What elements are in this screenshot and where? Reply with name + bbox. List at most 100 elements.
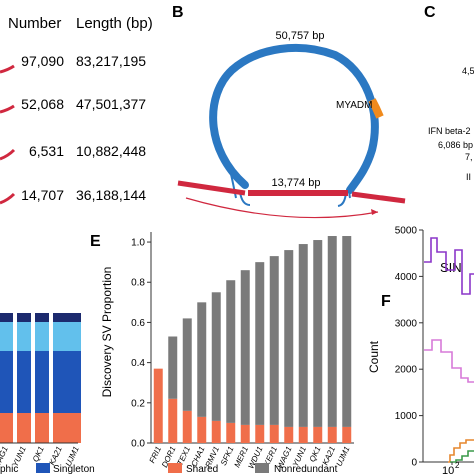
panel-f-y-tick-label: 5000 [395,226,418,237]
panel-e-chart: E Discovery SV Proportion 0.00.20.40.60.… [90,232,354,474]
panel-c-fragments: C 4,5 IFN beta-2 6,086 bp 7, II [424,4,474,182]
panel-f-y-axis-title: Count [367,340,381,373]
panel-d-bar-light [35,322,49,351]
left-connector [229,169,237,199]
bar-shared-tex1 [182,410,192,443]
orange-histogram-line [448,439,474,463]
panel-d-bar-top [0,313,13,322]
panel-a-table: Number Length (bp) 97,090 83,217,195 52,… [0,15,153,205]
myadm-gene-segment [368,98,384,119]
panel-f-y-tick-label: 1000 [395,411,418,422]
bar-shared-cha1 [197,416,207,443]
bar-shared-wdu1 [255,424,265,443]
bar-nonredundant-tex1 [182,318,192,411]
bar-nonredundant-ka21 [327,236,337,427]
panel-d-bar-light [0,322,13,351]
panel-d-legend-swatch-singleton [36,463,50,473]
panel-d-bars [0,313,81,443]
row-3-number: 6,531 [29,143,64,159]
panel-e-bars [153,236,352,443]
panel-d-bar-top [67,313,81,322]
bar-shared-wag1 [284,426,294,443]
bar-nonredundant-wdu1 [255,262,265,425]
panel-f-y-tick-label: 3000 [395,318,418,329]
row-4-number: 14,707 [21,187,64,203]
bar-nonredundant-dor1 [168,336,178,399]
panel-c-label: C [424,4,436,21]
circle-insertion-path [209,43,379,194]
panel-d-bar-top [35,313,49,322]
panel-e-y-tick-label: 0.8 [131,278,145,289]
bar-right [351,191,406,204]
panel-e-y-tick-label: 1.0 [131,238,145,249]
panel-c-fragment-3: 6,086 bp [438,140,473,150]
panel-f-y-tick-label: 2000 [395,365,418,376]
top-length-label: 50,757 bp [276,30,325,42]
pink-histogram-line [424,339,474,383]
row-4-length: 36,188,144 [76,187,146,203]
panel-d-bar-dark [67,351,81,413]
gene-label: MYADM [336,100,372,111]
panel-f-y-tick-label: 0 [411,458,417,469]
panel-d-bar-orange [35,413,49,443]
bar-nonredundant-ujm1 [342,236,352,427]
bar-nonredundant-sfk1 [226,280,236,423]
panel-f-chart: F Count 0 1000 2000 3000 4000 5000 SIN 10 2 [367,226,474,474]
row-2-arc [0,104,15,114]
bar-shared-rmv1 [211,420,221,443]
row-1-number: 97,090 [21,53,64,69]
bar-shared-mer1 [240,424,250,443]
panel-d-bar-orange [53,413,67,443]
panel-d-bar-light [67,322,81,351]
panel-f-annotation: SIN [440,260,462,275]
bar-shared-dor1 [168,398,178,443]
left-arrow-head [228,164,234,172]
panel-c-fragment-5: II [466,172,471,182]
panel-b-label: B [172,4,184,21]
bar-nonredundant-qk1 [313,240,323,427]
legend-swatch-nonredundant [255,463,269,473]
bar-shared-yun1 [298,426,308,443]
table-header-length: Length (bp) [76,15,153,32]
panel-e-y-axis-title: Discovery SV Proportion [100,267,114,398]
row-1-arc [0,64,15,74]
panel-d-bar-light [53,322,67,351]
panel-d-bar-dark [35,351,49,413]
bottom-length-label: 13,774 bp [272,177,321,189]
bar-nonredundant-ker1 [269,256,279,425]
bar-shared-ker1 [269,424,279,443]
row-2-number: 52,068 [21,96,64,112]
panel-e-label: E [90,233,101,250]
bar-left [177,180,246,196]
read-arrow [185,197,379,219]
panel-d-chart: WAG1 YUN1 QK1 KA21 UJM1 phic Singleton [0,313,95,474]
legend-label-shared: Shared [186,464,218,474]
row-3-length: 10,882,448 [76,143,146,159]
panel-d-bar-orange [67,413,81,443]
bar-nonredundant-cha1 [197,302,207,417]
row-2-length: 47,501,377 [76,96,146,112]
panel-e-y-ticks: 0.0 0.2 0.4 0.6 0.8 1.0 [131,238,151,450]
panel-f-y-tick-label: 4000 [395,272,418,283]
row-4-arc [0,192,16,205]
bar-nonredundant-rmv1 [211,292,221,421]
x-tick-label-qk1: QK1 [308,445,323,463]
panel-e-y-tick-label: 0.4 [131,358,145,369]
panel-d-bar-dark [17,351,31,413]
panel-d-x-label: WAG1 [0,445,10,470]
panel-b-diagram: B 50,757 bp MYADM 13,774 bp [172,4,406,219]
panel-d-bar-orange [17,413,31,443]
legend-swatch-shared [168,463,182,473]
panel-d-bar-light [17,322,31,351]
bar-nonredundant-mer1 [240,270,250,425]
row-1-length: 83,217,195 [76,53,146,69]
panel-d-x-label: QK1 [31,445,46,463]
panel-d-bar-dark [0,351,13,413]
bar-shared-qk1 [313,426,323,443]
panel-d-bar-orange [0,413,13,443]
panel-f-x-tick-exp: 2 [455,461,460,470]
panel-e-y-tick-label: 0.0 [131,439,145,450]
panel-d-legend-label-1: phic [0,464,18,474]
